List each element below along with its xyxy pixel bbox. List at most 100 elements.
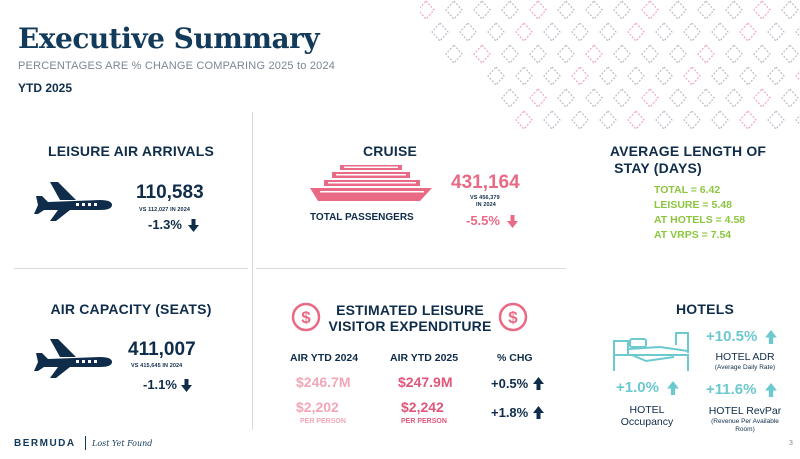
pattern-diamond (501, 0, 519, 20)
col-head-2025: AIR YTD 2025 (390, 352, 459, 364)
pattern-diamond (627, 66, 645, 86)
airplane-icon (34, 182, 112, 221)
footer-separator (85, 436, 86, 450)
svg-text:$: $ (301, 308, 311, 327)
hotel-adr-value: +10.5% (706, 328, 758, 345)
total-2025: $247.9M (398, 374, 453, 390)
per-person-2024: $2,202 (296, 399, 339, 415)
pattern-diamond (669, 88, 687, 108)
page-title: Executive Summary (18, 22, 320, 55)
air-capacity-title: AIR CAPACITY (SEATS) (50, 301, 212, 317)
per-person-label-2025: PER PERSON (401, 418, 447, 425)
pattern-diamond (739, 22, 757, 42)
pattern-diamond (599, 110, 617, 130)
dollar-icon: $ (498, 302, 528, 332)
pattern-diamond (543, 66, 561, 86)
leisure-air-title: LEISURE AIR ARRIVALS (47, 143, 215, 159)
pattern-diamond (529, 44, 547, 64)
pattern-diamond (557, 88, 575, 108)
pattern-diamond (767, 22, 785, 42)
decorative-pattern (420, 0, 800, 130)
hotel-adr-sub: (Average Daily Rate) (714, 364, 776, 371)
pattern-diamond (627, 110, 645, 130)
hotel-revpar-value: +11.6% (706, 381, 757, 398)
pattern-diamond (711, 66, 729, 86)
expenditure-title-line1: ESTIMATED LEISURE (336, 302, 484, 318)
stay-title-line1: AVERAGE LENGTH OF (609, 143, 767, 159)
divider-horizontal-mid (256, 268, 566, 269)
leisure-air-vs: VS 112,027 IN 2024 (139, 207, 191, 213)
arrow-up-icon (533, 406, 544, 419)
stay-total: TOTAL = 6.42 (654, 184, 721, 196)
pattern-diamond (795, 114, 800, 126)
dollar-icon: $ (291, 302, 321, 332)
pattern-diamond (420, 0, 435, 20)
pattern-diamond (487, 22, 505, 42)
pattern-diamond (683, 110, 701, 130)
hotel-occupancy-label2: Occupancy (620, 416, 674, 428)
pattern-diamond (753, 88, 771, 108)
pattern-diamond (697, 88, 715, 108)
brand-logo: BERMUDA (14, 438, 76, 449)
arrow-up-icon (765, 330, 777, 344)
pattern-diamond (585, 88, 603, 108)
leisure-air-change: -1.3% (148, 217, 182, 232)
pattern-diamond (641, 88, 659, 108)
pattern-diamond (669, 44, 687, 64)
pattern-diamond (515, 22, 533, 42)
hotel-revpar-label: HOTEL RevPar (708, 405, 782, 417)
pattern-diamond (795, 26, 800, 38)
pattern-diamond (459, 22, 477, 42)
air-capacity-vs: VS 415,645 IN 2024 (131, 363, 183, 369)
pattern-diamond (767, 66, 785, 86)
cruise-title: CRUISE (362, 143, 418, 159)
hotel-revpar-sub2: Room) (735, 426, 755, 433)
pattern-diamond (515, 110, 533, 130)
pattern-diamond (543, 110, 561, 130)
pattern-diamond (501, 44, 519, 64)
stay-leisure: LEISURE = 5.48 (654, 199, 732, 211)
col-head-2024: AIR YTD 2024 (290, 352, 359, 364)
pattern-diamond (501, 88, 519, 108)
airplane-icon (34, 339, 112, 378)
air-capacity-value: 411,007 (128, 339, 196, 360)
pattern-diamond (655, 110, 673, 130)
cruise-vs-line1: VS 456,379 (470, 195, 500, 201)
arrow-down-icon (181, 379, 192, 392)
stay-vrps: AT VRPS = 7.54 (654, 229, 732, 241)
pattern-diamond (781, 44, 799, 64)
pattern-diamond (529, 88, 547, 108)
svg-text:$: $ (508, 308, 518, 327)
period-label: YTD 2025 (18, 81, 73, 95)
pattern-diamond (487, 66, 505, 86)
pattern-diamond (473, 0, 491, 20)
arrow-up-icon (667, 381, 679, 395)
cruise-value: 431,164 (451, 172, 520, 193)
pattern-diamond (753, 0, 771, 20)
hotel-adr-label: HOTEL ADR (715, 351, 775, 363)
brand-tagline: Lost Yet Found (92, 439, 153, 448)
pattern-diamond (431, 22, 449, 42)
pattern-diamond (445, 44, 463, 64)
pattern-diamond (781, 0, 799, 20)
hotel-occupancy-label1: HOTEL (629, 404, 665, 416)
pattern-diamond (795, 70, 800, 82)
per-person-label-2024: PER PERSON (300, 418, 346, 425)
pattern-diamond (613, 0, 631, 20)
pattern-diamond (613, 44, 631, 64)
divider-horizontal-left (14, 268, 248, 269)
pattern-diamond (585, 0, 603, 20)
pattern-diamond (655, 22, 673, 42)
pattern-diamond (529, 0, 547, 20)
col-head-chg: % CHG (497, 352, 533, 364)
pattern-diamond (473, 44, 491, 64)
pattern-diamond (781, 88, 799, 108)
stay-hotels: AT HOTELS = 4.58 (654, 214, 746, 226)
pattern-diamond (669, 0, 687, 20)
pattern-diamond (725, 44, 743, 64)
cruise-change: -5.5% (466, 213, 500, 228)
hotel-occupancy-value: +1.0% (616, 379, 659, 396)
pattern-diamond (445, 0, 463, 20)
pattern-diamond (641, 0, 659, 20)
cruise-vs-line2: IN 2024 (476, 202, 496, 208)
